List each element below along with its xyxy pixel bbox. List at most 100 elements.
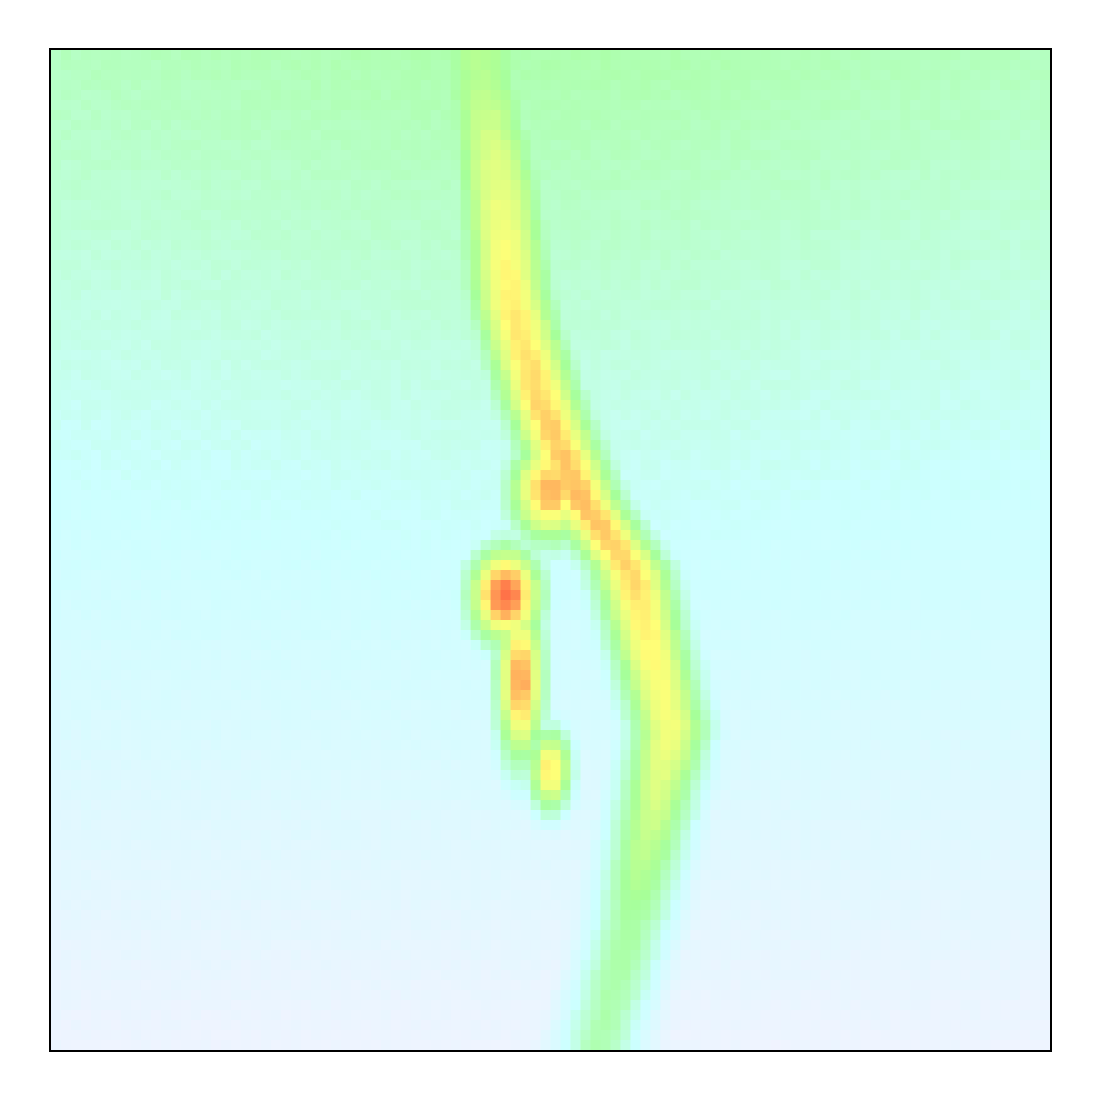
heatmap-cell (210, 150, 222, 161)
heatmap-cell (430, 490, 442, 501)
heatmap-cell (500, 140, 512, 151)
heatmap-cell (300, 370, 312, 381)
heatmap-cell (310, 310, 322, 321)
heatmap-cell (240, 440, 252, 451)
heatmap-cell (510, 230, 522, 241)
heatmap-cell (1000, 490, 1011, 501)
heatmap-cell (740, 400, 751, 411)
heatmap-cell (950, 490, 961, 501)
heatmap-cell (410, 100, 422, 111)
heatmap-cell (300, 330, 312, 341)
heatmap-cell (250, 60, 262, 71)
heatmap-cell (440, 300, 452, 311)
heatmap-cell (300, 420, 312, 431)
heatmap-cell (820, 430, 831, 441)
heatmap-cell (260, 370, 272, 381)
heatmap-cell (450, 60, 462, 71)
heatmap-cell (890, 360, 901, 371)
heatmap-cell (1010, 450, 1021, 461)
heatmap-cell (860, 100, 871, 111)
heatmap-cell (280, 520, 292, 531)
heatmap-cell (90, 470, 102, 481)
heatmap-cell (300, 90, 312, 101)
heatmap-cell (560, 310, 572, 321)
heatmap-cell (130, 240, 142, 251)
heatmap-cell (560, 490, 572, 501)
heatmap-cell (490, 80, 502, 91)
heatmap-cell (150, 530, 162, 541)
heatmap-cell (830, 270, 841, 281)
heatmap-cell (370, 490, 382, 501)
heatmap-cell (220, 120, 232, 131)
heatmap-cell (970, 420, 981, 431)
heatmap-cell (620, 390, 632, 401)
heatmap-cell (720, 510, 731, 521)
heatmap-cell (960, 260, 971, 271)
heatmap-cell (270, 490, 282, 501)
heatmap-cell (700, 510, 711, 521)
heatmap-cell (150, 450, 162, 461)
heatmap-cell (240, 390, 252, 401)
heatmap-cell (450, 520, 462, 531)
heatmap-cell (710, 330, 721, 341)
heatmap-cell (1030, 200, 1041, 211)
heatmap-cell (970, 230, 981, 241)
heatmap-cell (890, 350, 901, 361)
heatmap-cell (90, 310, 102, 321)
heatmap-cell (360, 440, 372, 451)
heatmap-cell (920, 190, 931, 201)
heatmap-cell (680, 90, 691, 101)
heatmap-cell (950, 100, 961, 111)
heatmap-cell (150, 380, 162, 391)
heatmap-cell (460, 350, 472, 361)
heatmap-cell (680, 500, 691, 511)
heatmap-cell (790, 410, 801, 421)
heatmap-cell (330, 520, 342, 531)
heatmap-cell (520, 140, 532, 151)
heatmap-cell (970, 100, 981, 111)
heatmap-cell (290, 350, 302, 361)
heatmap-cell (960, 460, 971, 471)
heatmap-cell (980, 430, 991, 441)
heatmap-cell (710, 460, 721, 471)
heatmap-cell (1000, 80, 1011, 91)
heatmap-cell (770, 200, 781, 211)
heatmap-cell (610, 210, 622, 221)
heatmap-cell (580, 330, 592, 341)
heatmap-cell (870, 450, 881, 461)
heatmap-cell (1030, 330, 1041, 341)
heatmap-cell (640, 490, 651, 501)
heatmap-cell (170, 230, 182, 241)
heatmap-cell (420, 250, 432, 261)
heatmap-cell (290, 260, 302, 271)
heatmap-cell (370, 380, 382, 391)
heatmap-cell (620, 50, 632, 61)
heatmap-cell (910, 240, 921, 251)
heatmap-cell (930, 150, 941, 161)
heatmap-cell (840, 530, 851, 541)
heatmap-cell (190, 530, 202, 541)
heatmap-cell (990, 150, 1001, 161)
heatmap-cell (750, 260, 761, 271)
heatmap-cell (300, 290, 312, 301)
heatmap-cell (51, 220, 62, 231)
heatmap-cell (170, 280, 182, 291)
heatmap-cell (520, 160, 532, 171)
heatmap-cell (670, 300, 681, 311)
heatmap-cell (570, 70, 582, 81)
heatmap-cell (230, 350, 242, 361)
heatmap-cell (130, 540, 142, 551)
heatmap-cell (440, 230, 452, 241)
heatmap-cell (350, 470, 362, 481)
heatmap-cell (920, 220, 931, 231)
heatmap-cell (1030, 110, 1041, 121)
heatmap-cell (520, 390, 532, 401)
heatmap-cell (360, 420, 372, 431)
heatmap-cell (350, 100, 362, 111)
heatmap-cell (810, 450, 821, 461)
heatmap-cell (480, 180, 492, 191)
heatmap-cell (180, 220, 192, 231)
heatmap-cell (270, 460, 282, 471)
heatmap-cell (590, 140, 602, 151)
heatmap-cell (640, 540, 651, 551)
